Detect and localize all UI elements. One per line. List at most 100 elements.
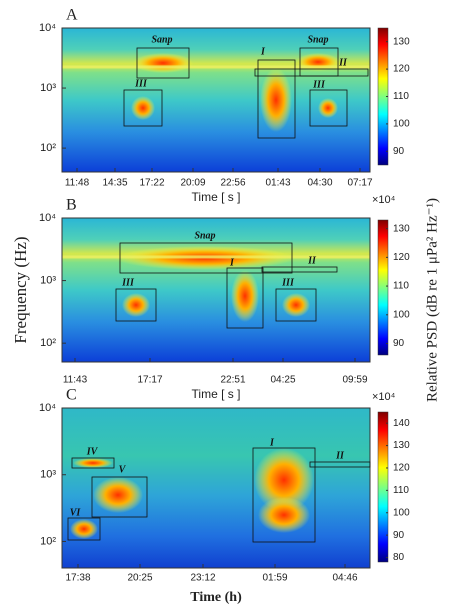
x-tick-label: 20:25	[127, 573, 152, 584]
annotation-box	[119, 242, 293, 274]
colorbar-tick-label: 110	[393, 485, 409, 496]
hot-spot	[260, 68, 292, 132]
annotation-label: Snap	[194, 230, 215, 241]
colorbar-tick-label: 110	[393, 91, 409, 102]
x-tick-label: 14:35	[102, 178, 127, 189]
hot-spot	[73, 458, 113, 468]
colorbar-tick-label: 80	[393, 552, 405, 563]
hot-spot	[258, 497, 310, 533]
panel-label: A	[66, 7, 78, 24]
plot-frame	[61, 407, 371, 569]
annotation-label: III	[281, 277, 295, 288]
annotation-label: VI	[70, 507, 82, 518]
hot-spot	[318, 98, 338, 118]
colorbar	[377, 219, 389, 356]
x-axis-label: Time [ s ]	[192, 387, 241, 401]
colorbar-tick-label: 120	[393, 64, 410, 75]
panel-label: C	[66, 387, 77, 404]
colorbar-label: Relative PSD (dB re 1 μPa² Hz⁻¹)	[424, 198, 440, 402]
colorbar-tick-label: 90	[393, 530, 405, 541]
x-tick-label: 11:48	[65, 178, 90, 189]
x-multiplier: ×10⁴	[372, 391, 396, 403]
annotation-box	[136, 47, 190, 79]
x-axis-label: Time (h)	[190, 590, 242, 605]
annotation-box	[226, 267, 264, 329]
y-tick-label: 10⁴	[39, 22, 56, 34]
hot-spot	[133, 53, 193, 73]
x-tick-label: 04:25	[270, 375, 295, 386]
hot-spot	[131, 96, 155, 120]
annotation-box	[115, 288, 157, 322]
y-tick-label: 10³	[40, 274, 56, 286]
x-tick-label: 22:56	[220, 178, 245, 189]
y-tick-label: 10⁴	[39, 212, 56, 224]
x-tick-label: 20:09	[180, 178, 205, 189]
panel-label: B	[66, 197, 77, 214]
hot-spot	[93, 477, 143, 513]
annotation-label: IV	[86, 446, 99, 457]
annotation-box	[275, 288, 317, 322]
y-tick-label: 10³	[40, 82, 56, 94]
colorbar-tick-label: 100	[393, 119, 410, 130]
plot-frame	[61, 217, 371, 363]
annotation-box	[257, 59, 296, 139]
annotation-box	[254, 68, 369, 77]
annotation-label: II	[307, 255, 317, 266]
colorbar-tick-label: 100	[393, 507, 410, 518]
plot-frame	[61, 27, 371, 173]
x-tick-label: 11:43	[63, 375, 88, 386]
spectrogram	[62, 28, 370, 172]
hot-spot	[122, 293, 150, 317]
annotation-box	[261, 266, 338, 273]
hot-spot	[282, 293, 310, 317]
x-tick-label: 17:17	[137, 375, 162, 386]
hot-spot	[70, 519, 98, 539]
colorbar-tick-label: 110	[393, 281, 409, 292]
colorbar-tick-label: 130	[393, 440, 410, 451]
y-tick-label: 10²	[40, 337, 56, 349]
annotation-label: Snap	[307, 34, 328, 45]
annotation-box	[91, 476, 148, 518]
colorbar-tick-label: 90	[393, 146, 405, 157]
x-multiplier: ×10⁴	[372, 194, 396, 206]
spectrogram	[62, 218, 370, 362]
colorbar-tick-label: 90	[393, 338, 405, 349]
colorbar-tick-label: 120	[393, 463, 410, 474]
annotation-box	[309, 89, 348, 127]
y-tick-label: 10²	[40, 535, 56, 547]
tonal-band	[62, 65, 370, 69]
tonal-band	[62, 255, 370, 259]
y-axis-label: Frequency (Hz)	[11, 236, 30, 343]
annotation-label: II	[335, 450, 345, 461]
x-axis-label: Time [ s ]	[192, 190, 241, 204]
annotation-label: V	[119, 464, 127, 475]
x-tick-label: 01:59	[262, 573, 287, 584]
x-tick-label: 23:12	[190, 573, 215, 584]
annotation-label: III	[121, 277, 135, 288]
x-tick-label: 04:46	[332, 573, 357, 584]
y-tick-label: 10²	[40, 142, 56, 154]
annotation-label: I	[229, 257, 235, 268]
x-tick-label: 17:38	[65, 573, 90, 584]
x-tick-label: 04:30	[307, 178, 332, 189]
annotation-label: Sanp	[151, 34, 172, 45]
x-tick-label: 22:51	[220, 375, 245, 386]
colorbar-tick-label: 130	[393, 223, 410, 234]
annotation-box	[71, 457, 115, 469]
annotation-box	[123, 89, 163, 127]
annotation-label: II	[338, 57, 348, 68]
annotation-label: I	[260, 46, 266, 57]
annotation-label: III	[134, 78, 148, 89]
x-tick-label: 09:59	[342, 375, 367, 386]
x-tick-label: 17:22	[139, 178, 164, 189]
colorbar-tick-label: 130	[393, 36, 410, 47]
x-tick-label: 01:43	[265, 178, 290, 189]
annotation-box	[67, 517, 101, 541]
annotation-label: III	[312, 79, 326, 90]
colorbar-tick-label: 140	[393, 418, 410, 429]
x-tick-label: 07:17	[347, 178, 372, 189]
annotation-box	[309, 461, 371, 468]
annotation-box	[252, 447, 316, 543]
hot-spot	[254, 448, 314, 512]
